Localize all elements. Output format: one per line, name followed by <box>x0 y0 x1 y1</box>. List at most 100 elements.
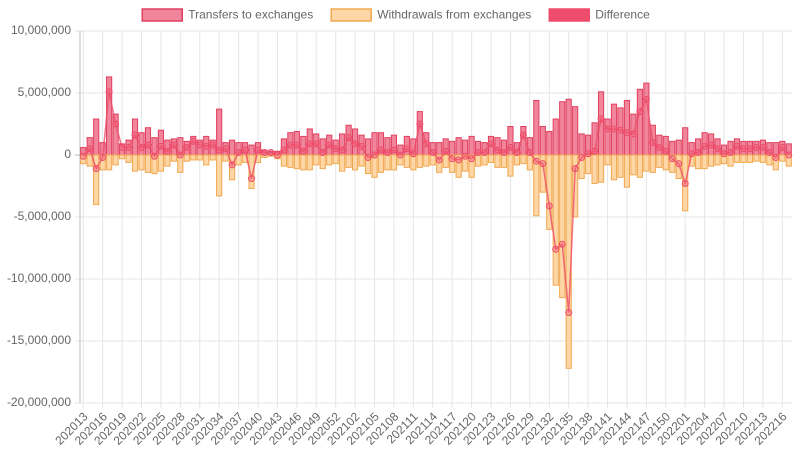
bar <box>474 154 482 167</box>
bar <box>86 154 93 167</box>
bar <box>746 154 754 163</box>
bar <box>572 154 579 218</box>
point <box>506 144 514 152</box>
bar <box>410 154 417 171</box>
point <box>720 150 728 158</box>
point <box>772 153 780 161</box>
point <box>99 153 107 161</box>
point <box>254 146 262 154</box>
bar <box>552 118 559 156</box>
bar <box>449 154 456 173</box>
bar <box>759 154 766 163</box>
bar <box>222 154 229 162</box>
point <box>150 152 158 160</box>
point <box>629 130 637 138</box>
point <box>377 146 385 154</box>
point <box>112 120 120 128</box>
y-tick-label: 0 <box>64 147 71 161</box>
bar <box>313 154 320 166</box>
point <box>260 149 268 157</box>
legend: Transfers to exchanges Withdrawals from e… <box>141 8 650 22</box>
bar <box>93 154 100 206</box>
bar <box>261 154 268 158</box>
y-tick-label: -10,000,000 <box>7 271 71 285</box>
bar <box>636 88 643 156</box>
legend-swatch <box>330 8 372 22</box>
bar <box>229 139 236 156</box>
point <box>125 144 133 152</box>
point <box>299 147 307 155</box>
point <box>746 145 754 153</box>
bar <box>190 154 197 161</box>
bar <box>352 154 359 171</box>
bar <box>559 101 566 156</box>
bar <box>436 142 443 156</box>
bar <box>604 118 611 156</box>
bar <box>526 154 533 171</box>
bar <box>591 154 598 185</box>
y-tick-label: -5,000,000 <box>14 209 72 223</box>
point <box>422 140 430 148</box>
bar <box>287 154 294 168</box>
point <box>267 149 275 157</box>
point <box>235 149 243 157</box>
y-tick-label: 10,000,000 <box>11 23 71 37</box>
point <box>105 88 113 96</box>
bar <box>118 154 126 160</box>
bar <box>112 154 119 166</box>
point <box>228 161 236 169</box>
point <box>293 141 301 149</box>
point <box>487 140 495 148</box>
bar <box>565 98 572 156</box>
bar <box>487 154 495 163</box>
bar <box>733 154 741 163</box>
bar <box>196 154 203 161</box>
point <box>500 149 508 157</box>
bar <box>138 154 145 171</box>
point <box>176 151 184 159</box>
bar <box>623 154 631 188</box>
point <box>163 147 171 155</box>
bar <box>131 154 139 172</box>
bar <box>662 154 669 171</box>
bar <box>319 154 326 170</box>
bar <box>546 130 553 156</box>
bar <box>513 154 520 166</box>
bar <box>785 154 792 167</box>
bar <box>649 154 656 173</box>
bar <box>235 154 242 166</box>
bar <box>170 154 177 162</box>
bar <box>539 154 546 193</box>
point <box>636 108 644 116</box>
point <box>655 144 663 152</box>
bar <box>753 154 760 162</box>
point <box>714 145 722 153</box>
bar <box>280 154 287 167</box>
point <box>409 150 417 158</box>
bar <box>326 154 333 166</box>
point <box>455 156 463 164</box>
bar <box>345 154 352 168</box>
point <box>584 150 592 158</box>
bar <box>772 142 779 156</box>
bar <box>293 154 300 170</box>
point <box>649 139 657 147</box>
point <box>578 153 586 161</box>
point <box>675 160 683 168</box>
point <box>79 152 87 160</box>
bar <box>779 154 786 162</box>
bar <box>500 154 508 168</box>
bar <box>144 154 152 173</box>
point <box>137 144 145 152</box>
y-tick-label: -20,000,000 <box>7 395 71 409</box>
point <box>481 149 489 157</box>
point <box>752 144 760 152</box>
bar <box>377 154 385 173</box>
bar <box>125 154 132 163</box>
point <box>642 95 650 103</box>
point <box>474 149 482 157</box>
bar <box>533 154 540 217</box>
point <box>707 141 715 149</box>
bar <box>610 154 618 181</box>
point <box>280 146 288 154</box>
